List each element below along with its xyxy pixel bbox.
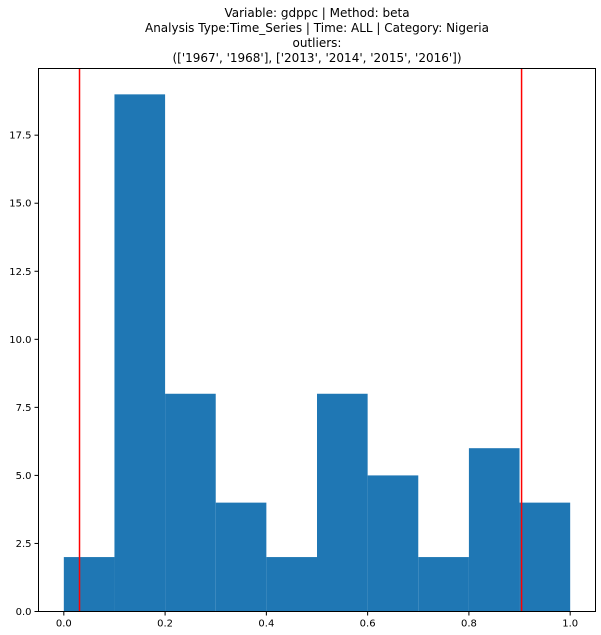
x-tick-label: 0.4 (258, 619, 274, 630)
histogram-bars (63, 94, 571, 612)
x-tick-label: 0.0 (56, 619, 72, 630)
histogram-bar-3 (165, 393, 216, 612)
y-tick-label: 12.5 (9, 267, 31, 278)
histogram-bar-4 (215, 502, 267, 612)
y-axis: 0.0 2.5 5.0 7.5 10.0 12.5 15.0 17.5 (9, 131, 39, 618)
histogram-bar-8 (418, 557, 469, 612)
title-line-1: Variable: gdppc | Method: beta (224, 6, 409, 20)
histogram-bar-10 (519, 502, 571, 612)
title-line-2: Analysis Type:Time_Series | Time: ALL | … (145, 21, 489, 35)
y-tick-label: 10.0 (9, 335, 31, 346)
histogram-bar-6 (317, 393, 368, 612)
histogram-bar-7 (367, 475, 419, 612)
plot-frame (38, 68, 596, 612)
chart-title: Variable: gdppc | Method: beta Analysis … (145, 6, 489, 65)
y-tick-label: 0.0 (16, 607, 32, 618)
x-tick-label: 1.0 (562, 619, 578, 630)
title-line-3: outliers: (293, 36, 342, 50)
y-tick-label: 5.0 (16, 471, 32, 482)
x-tick-label: 0.6 (360, 619, 376, 630)
y-tick-label: 15.0 (9, 199, 31, 210)
title-line-4: (['1967', '1968'], ['2013', '2014', '201… (172, 51, 461, 65)
histogram-bar-1 (63, 557, 115, 612)
outlier-threshold-lines (78, 68, 523, 612)
x-tick-label: 0.8 (461, 619, 477, 630)
x-axis: 0.0 0.2 0.4 0.6 0.8 1.0 (56, 611, 578, 630)
histogram-bar-5 (266, 557, 317, 612)
y-tick-label: 7.5 (16, 403, 32, 414)
histogram-bar-2 (114, 94, 166, 612)
y-tick-label: 2.5 (16, 539, 32, 550)
x-tick-label: 0.2 (157, 619, 173, 630)
histogram-bar-9 (468, 448, 520, 612)
y-tick-label: 17.5 (9, 131, 31, 142)
